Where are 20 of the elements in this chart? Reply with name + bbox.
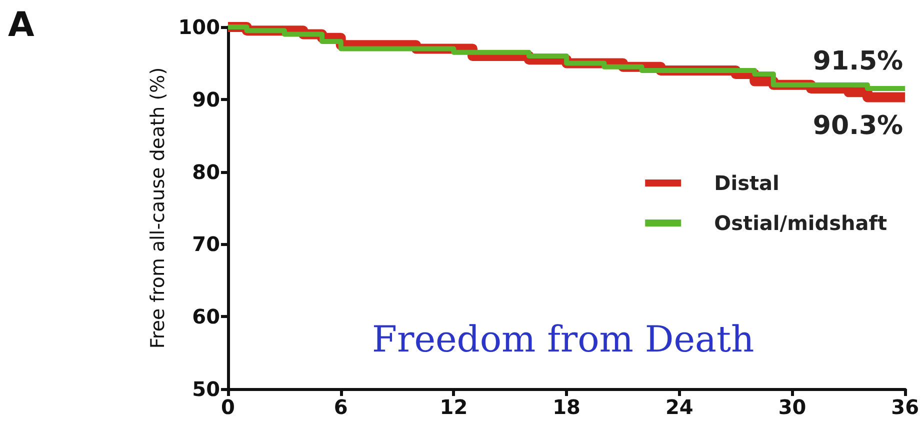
x-tick-label: 24 xyxy=(665,395,694,419)
x-tick-label: 36 xyxy=(891,395,920,419)
text: A xyxy=(8,5,35,45)
annotation: 90.3% xyxy=(812,111,904,142)
y-axis-title: Free from all-cause death (%) xyxy=(146,67,169,349)
legend-label: Distal xyxy=(714,171,780,195)
x-tick-label: 30 xyxy=(778,395,806,419)
annotation: 91.5% xyxy=(812,46,904,77)
annotation: Freedom from Death xyxy=(372,320,754,360)
x-tick-label: 12 xyxy=(440,395,468,419)
x-tick-label: 0 xyxy=(221,395,235,419)
y-tick-label: 60 xyxy=(192,304,220,329)
legend-label: Ostial/midshaft xyxy=(714,211,888,235)
y-tick-label: 70 xyxy=(192,232,220,256)
x-tick-label: 6 xyxy=(334,395,348,419)
x-tick-label: 18 xyxy=(552,395,580,419)
y-tick-label: 90 xyxy=(192,87,220,112)
y-tick-label: 50 xyxy=(192,377,220,401)
y-tick-label: 80 xyxy=(192,160,220,184)
y-tick-label: 100 xyxy=(178,15,220,39)
